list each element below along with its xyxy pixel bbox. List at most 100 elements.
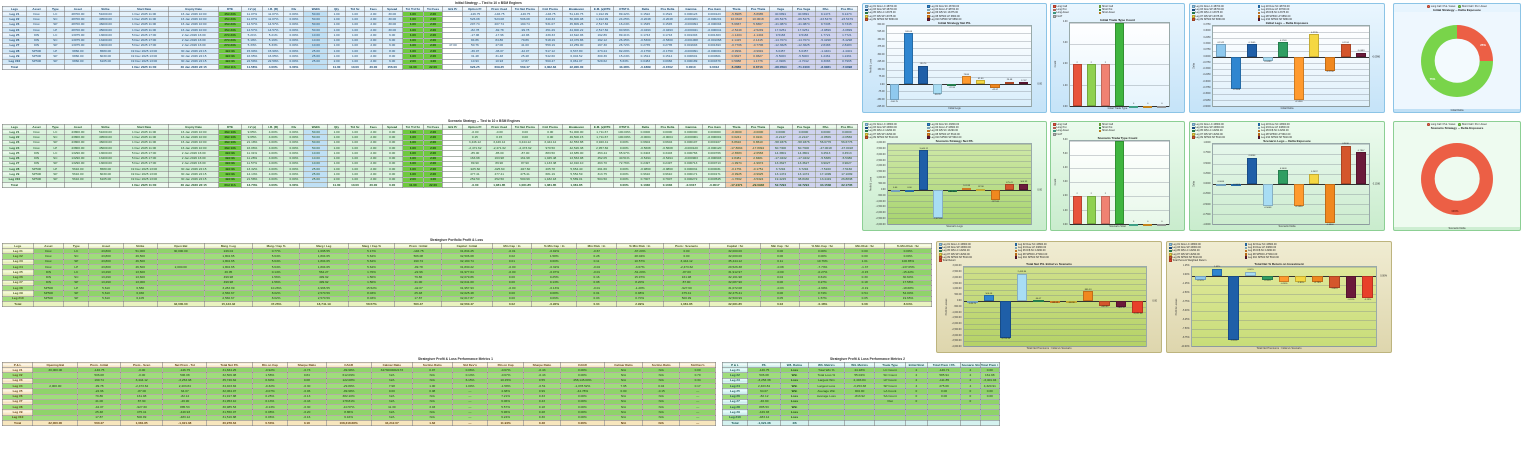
bar[interactable]	[983, 295, 995, 302]
bar[interactable]	[1345, 275, 1357, 299]
legend-item[interactable]: Leg #5 D/$ LC 13375.00	[1192, 11, 1255, 14]
legend-item[interactable]: Long Call	[1053, 123, 1096, 126]
legend-item[interactable]: Leg #8 SP500 LP 5610.00	[927, 133, 986, 136]
bar[interactable]	[1328, 275, 1340, 288]
legend-item[interactable]: Leg #7 D/$ SP 13290.00	[939, 253, 1012, 256]
table-row[interactable]: Leg #7 D/$ SP 13290.00 13000.00 5 Dec 2025 17…	[2, 160, 858, 168]
legend-item[interactable]: Short Asset	[1098, 11, 1142, 14]
table-row[interactable]: Leg #3 Dow SP 43800.00 46000.00 1 Dec 2025 11…	[2, 139, 858, 147]
bar[interactable]	[1309, 34, 1320, 57]
table-row[interactable]: Leg #4 2,000.00 -99.78 -2,473.62 2,403.84 34,…	[2, 383, 716, 390]
chart-initial-delta-exposure[interactable]: Leg #1 Dow LC 48700.00 Leg #2 Dow SC 4870…	[1189, 3, 1385, 113]
bar[interactable]	[1019, 82, 1029, 85]
bar[interactable]	[1293, 184, 1304, 206]
bar[interactable]	[1086, 196, 1096, 224]
legend-item[interactable]: Leg #2 Dow SC 48700.00	[1257, 5, 1321, 8]
table-row[interactable]: Leg #6 D/$ SC 13,290 13,600 499.98 1.56% 499.92…	[2, 274, 932, 281]
legend-item[interactable]: Short Put	[1098, 126, 1142, 129]
bar[interactable]	[1309, 174, 1320, 184]
legend-item[interactable]: Leg #6 D/$ SC 13290.00	[1014, 249, 1088, 252]
legend-item[interactable]: Leg #8 SP500 LP 6860.00	[927, 15, 986, 18]
legend-item[interactable]: Leg #7 D/$ SP 13375.00	[1192, 15, 1255, 18]
table-row[interactable]: Leg #6 -82.12 Loss Average Loss -813.92 SA Co…	[722, 393, 1000, 400]
legend-item[interactable]: Leg #9 SP500 SP 5610.00	[939, 256, 1012, 259]
table-row[interactable]: Leg #2 Dow SC 43,800 49,500 1,804.65 5.64% 1,80…	[2, 253, 932, 260]
legend-item[interactable]: Long Asset	[1053, 11, 1096, 14]
bar[interactable]	[1132, 301, 1144, 313]
legend-item[interactable]: Leg #8 SP500 LP 5610.00	[1257, 133, 1321, 136]
bar[interactable]	[890, 189, 900, 192]
bar[interactable]	[1099, 301, 1110, 307]
bar[interactable]	[961, 76, 971, 85]
bar[interactable]	[1215, 184, 1226, 187]
legend-item[interactable]: Leg #4 Dow LP 43800.00	[927, 126, 986, 129]
legend-item[interactable]: Leg #5 D/$ LC 13290.00	[1192, 129, 1255, 132]
table-row[interactable]: Leg #9 -449.93 Loss	[722, 409, 1000, 416]
legend-item[interactable]: Leg #1 Dow LC 43800.00	[865, 123, 924, 126]
bar[interactable]	[1278, 275, 1290, 283]
legend-item[interactable]: Leg #6 D/$ SC 13375.00	[1257, 11, 1321, 14]
bar[interactable]	[1157, 105, 1167, 108]
bar[interactable]	[919, 150, 929, 190]
legend-item[interactable]: Leg #9 SP500 SP 5610.00	[1169, 256, 1242, 259]
bar[interactable]	[1143, 105, 1153, 108]
legend-item[interactable]: Leg #1 Dow LC 43800.00	[1192, 123, 1255, 126]
chart-scenario-trade-type[interactable]: Long Call Short Call Long Put Short Put Long…	[1050, 121, 1185, 231]
legend-item[interactable]: Leg #5 D/$ LC 13290.00	[1169, 249, 1242, 252]
legend-item[interactable]: Short Asset	[1098, 129, 1142, 132]
bar[interactable]	[1362, 275, 1374, 299]
scenario-legs-table[interactable]: Legs Asset Type Asset Strike Start Date Expiry…	[2, 124, 858, 189]
legend-item[interactable]: FLAT	[1053, 15, 1096, 18]
bar[interactable]	[1245, 271, 1256, 276]
legend-item[interactable]: Leg #1 Dow LC 43800.00	[1169, 243, 1242, 246]
bar[interactable]	[1072, 64, 1082, 106]
bar[interactable]	[1082, 291, 1094, 302]
legend-item[interactable]: Long Call / Put / Asset	[1427, 123, 1455, 126]
table-row[interactable]: Leg #1 30,000.00 -146.75 -0.00 -146.75 31,834…	[2, 367, 716, 374]
legend-item[interactable]: Leg #8 SP500 LP 5610.00	[1244, 253, 1318, 256]
bar[interactable]	[990, 84, 1000, 89]
bar[interactable]	[947, 189, 957, 192]
bar[interactable]	[1356, 152, 1367, 184]
legend-item[interactable]: Long Call	[1053, 5, 1096, 8]
bar[interactable]	[1295, 275, 1307, 282]
legend-item[interactable]: Long Put	[1053, 126, 1096, 129]
table-row[interactable]: Leg #3 -3,253.38 Loss Largest Win 2,403.84 LP…	[722, 377, 1000, 385]
legend-item[interactable]: Leg #4 Dow LP 48700.00	[927, 8, 986, 11]
metrics1-table[interactable]: P & L Opening Bal Prem - Initial Prem - Sce…	[2, 362, 716, 427]
legend-item[interactable]: Leg #1 Dow LC 48700.00	[1192, 5, 1255, 8]
bar[interactable]	[1129, 223, 1139, 226]
bar[interactable]	[1312, 275, 1323, 282]
chart-scenario-delta-exposure[interactable]: Leg #1 Dow LC 43800.00 Leg #2 Dow SC 4380…	[1189, 121, 1385, 231]
chart-initial-trade-type[interactable]: Long Call Short Call Long Put Short Put Long…	[1050, 3, 1185, 113]
bar[interactable]	[1356, 52, 1367, 57]
chart-initial-net-pl[interactable]: Leg #1 Dow LC 48700.00 Leg #2 Dow SC 4870…	[862, 3, 1047, 113]
legend-item[interactable]: Leg #10 SP500 SP 5610.00	[1244, 256, 1318, 259]
bar[interactable]	[947, 84, 957, 87]
legend-item[interactable]: Leg #10 SP500 SP 6860.00	[927, 18, 986, 21]
legend-item[interactable]: Leg #10 SP500 SP 5610.00	[1014, 256, 1088, 259]
bar[interactable]	[1231, 56, 1242, 90]
legend-item[interactable]: Leg #10 SP500 SP 5610.00	[927, 136, 986, 139]
legend-item[interactable]: Leg #4 Dow LP 43800.00	[1257, 126, 1321, 129]
bar[interactable]	[1019, 184, 1029, 190]
legend-item[interactable]: Leg #8 SP500 LP 5610.00	[1014, 253, 1088, 256]
table-row[interactable]: Leg #5 D/$ LC 13075.00 13600.00 5 Dec 2025 17…	[2, 32, 858, 39]
legend-item[interactable]: Long Asset	[1053, 129, 1096, 132]
table-row[interactable]: Leg #10 SP500 SP 5,610 6,105 2,566.67 8.02% 2,5…	[2, 295, 932, 303]
bar[interactable]	[1293, 56, 1304, 101]
legend-item[interactable]: Leg #8 SP500 LP 6860.00	[1257, 15, 1321, 18]
table-row[interactable]: Leg #9 25.48 475.41 -449.93 31,550.07 0.08% -0…	[2, 409, 716, 416]
bar[interactable]	[903, 33, 914, 85]
legend-item[interactable]: Leg #5 D/$ LC 13290.00	[939, 249, 1012, 252]
bar[interactable]	[1228, 275, 1240, 340]
table-row[interactable]: Leg #3 Dow SP 43,800 46,500 1,804.65 5.64% 1,80…	[2, 258, 932, 266]
legend-item[interactable]: Leg #6 D/$ SC 13290.00	[927, 129, 986, 132]
bar[interactable]	[1049, 301, 1061, 304]
legend-item[interactable]: Leg #3 Dow SP 43800.00	[865, 126, 924, 129]
bar[interactable]	[1231, 184, 1242, 187]
bar[interactable]	[1195, 275, 1206, 280]
legend-item[interactable]: Leg #5 D/$ LC 13375.00	[865, 11, 924, 14]
legend-item[interactable]: Total Return	[939, 259, 1012, 262]
bar[interactable]	[1072, 196, 1082, 224]
